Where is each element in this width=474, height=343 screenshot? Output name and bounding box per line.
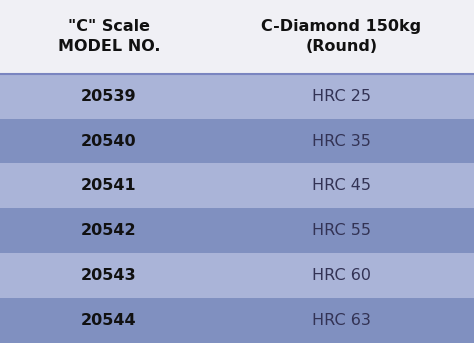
Text: "C" Scale
MODEL NO.: "C" Scale MODEL NO. [58,20,160,54]
Text: HRC 60: HRC 60 [312,268,371,283]
Bar [0,164,474,208]
Text: C-Diamond 150kg
(Round): C-Diamond 150kg (Round) [261,20,421,54]
Text: 20541: 20541 [81,178,137,193]
Text: HRC 63: HRC 63 [312,313,371,328]
Text: 20544: 20544 [81,313,137,328]
Text: 20542: 20542 [81,223,137,238]
Text: HRC 45: HRC 45 [312,178,371,193]
Bar [0,298,474,343]
Text: HRC 25: HRC 25 [312,89,371,104]
Text: 20543: 20543 [81,268,137,283]
Bar [0,119,474,164]
Bar [0,253,474,298]
Text: HRC 55: HRC 55 [312,223,371,238]
Text: HRC 35: HRC 35 [312,133,371,149]
Bar [0,74,474,119]
Text: 20539: 20539 [81,89,137,104]
Bar [0,208,474,253]
Text: 20540: 20540 [81,133,137,149]
